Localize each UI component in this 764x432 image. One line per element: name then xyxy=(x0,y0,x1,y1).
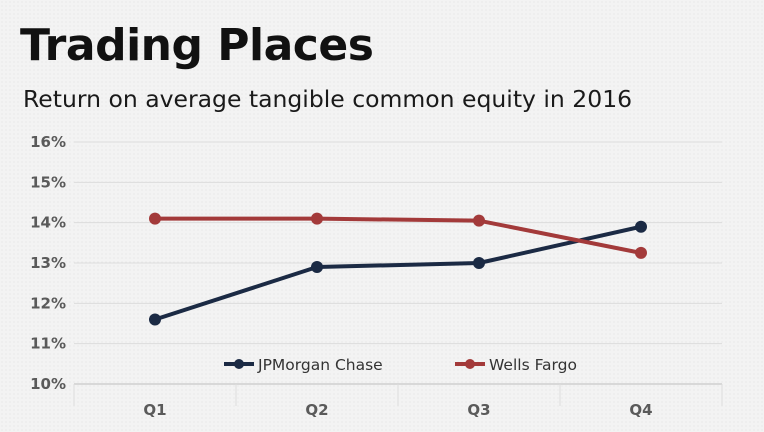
x-tick-label: Q3 xyxy=(467,401,490,419)
x-tick-label: Q2 xyxy=(305,401,328,419)
data-point-jpmorgan xyxy=(635,220,647,233)
legend: JPMorgan Chase Wells Fargo xyxy=(224,356,577,374)
x-tick-labels: Q1 Q2 Q3 Q4 xyxy=(143,401,652,419)
data-point-wellsfargo xyxy=(635,246,647,259)
data-point-wellsfargo xyxy=(149,212,161,225)
legend-item-jpmorgan: JPMorgan Chase xyxy=(224,356,383,374)
y-tick-label: 14% xyxy=(30,214,66,232)
legend-item-wellsfargo: Wells Fargo xyxy=(455,356,577,374)
y-tick-labels: 10% 11% 12% 13% 14% 15% 16% xyxy=(30,133,66,393)
y-tick-label: 10% xyxy=(30,375,66,393)
y-tick-label: 12% xyxy=(30,294,66,312)
y-tick-label: 11% xyxy=(30,335,66,353)
data-point-wellsfargo xyxy=(473,214,485,227)
data-point-jpmorgan xyxy=(311,261,323,274)
data-point-wellsfargo xyxy=(311,212,323,225)
x-tick-label: Q1 xyxy=(143,401,166,419)
legend-marker-wellsfargo xyxy=(465,359,475,369)
legend-label-jpmorgan: JPMorgan Chase xyxy=(257,356,383,374)
legend-marker-jpmorgan xyxy=(234,359,244,369)
chart-subtitle: Return on average tangible common equity… xyxy=(23,85,633,113)
data-point-jpmorgan xyxy=(149,313,161,326)
data-point-jpmorgan xyxy=(473,257,485,269)
series-line-wellsfargo xyxy=(153,216,643,255)
legend-label-wellsfargo: Wells Fargo xyxy=(489,356,577,374)
grid-lines xyxy=(73,141,723,406)
y-tick-label: 13% xyxy=(30,254,66,272)
series-line-jpmorgan xyxy=(153,224,643,322)
y-tick-label: 15% xyxy=(30,173,66,191)
chart-title: Trading Places xyxy=(20,20,374,71)
y-tick-label: 16% xyxy=(30,133,66,151)
series-lines xyxy=(149,212,647,326)
x-tick-label: Q4 xyxy=(629,401,652,419)
